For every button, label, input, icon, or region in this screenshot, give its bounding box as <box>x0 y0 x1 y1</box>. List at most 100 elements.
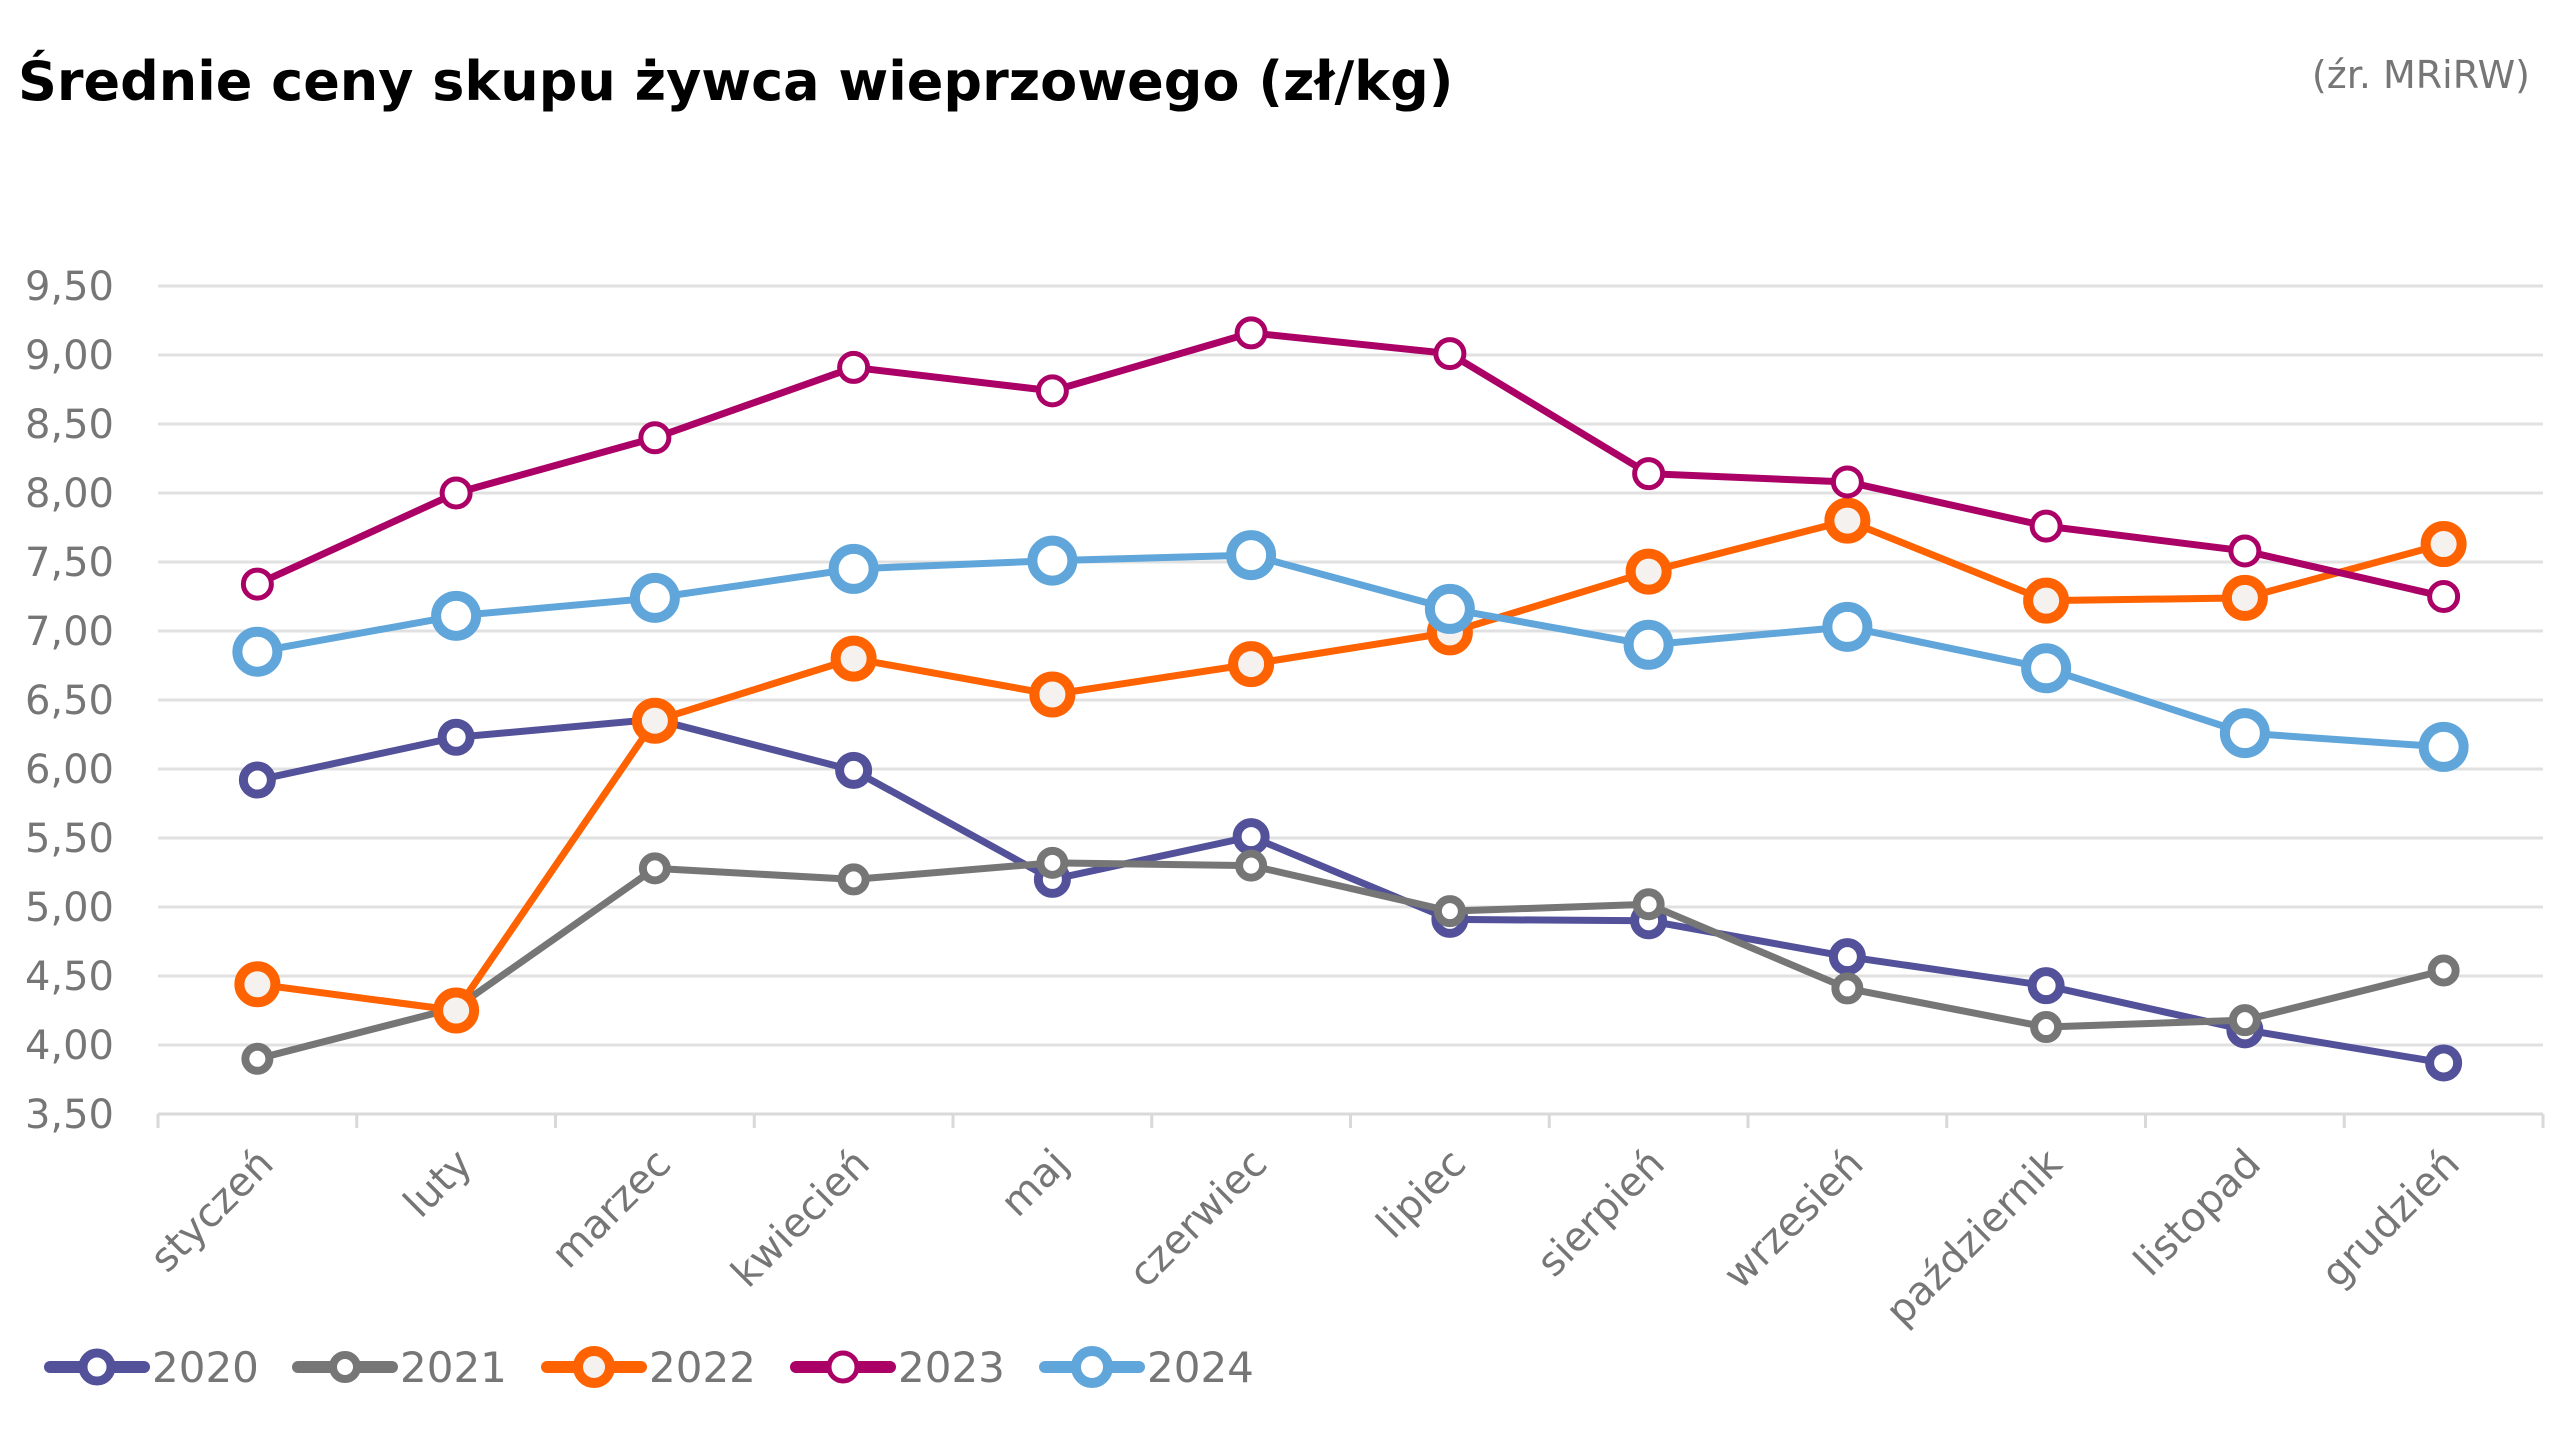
data-point-2021 <box>241 1042 274 1075</box>
series-2021 <box>241 846 2460 1075</box>
data-point-2021 <box>1235 849 1268 882</box>
data-point-2023 <box>2228 534 2262 568</box>
legend-label: 2020 <box>152 1343 259 1392</box>
legend-marker-icon <box>826 1350 860 1384</box>
legend-marker-icon <box>1071 1346 1113 1388</box>
legend-item-2020: 2020 <box>44 1343 259 1392</box>
data-point-2021 <box>1433 895 1466 928</box>
legend-marker-icon <box>329 1351 361 1383</box>
data-point-2023 <box>1830 465 1864 499</box>
data-point-2024 <box>1027 535 1078 586</box>
data-point-2024 <box>232 626 283 677</box>
data-point-2024 <box>2021 643 2072 694</box>
x-axis-tick-labels: styczeń luty marzec kwiecień maj czerwiec lipi… <box>142 1140 2469 1335</box>
data-point-2022 <box>234 961 281 1008</box>
x-tick-label: wrzesień <box>1715 1141 1872 1298</box>
x-tick-label: październik <box>1877 1140 2072 1335</box>
y-tick-label: 5,50 <box>25 816 114 862</box>
data-point-2024 <box>1424 583 1475 634</box>
x-axis <box>156 1112 2545 1128</box>
data-point-2023 <box>1632 457 1666 491</box>
data-point-2024 <box>431 590 482 641</box>
y-tick-label: 4,50 <box>25 954 114 1000</box>
data-point-2021 <box>638 852 671 885</box>
data-point-2023 <box>1433 337 1467 371</box>
data-point-2022 <box>1625 548 1672 595</box>
y-tick-label: 3,50 <box>25 1092 114 1138</box>
y-tick-label: 5,00 <box>25 885 114 931</box>
data-point-2022 <box>2420 521 2467 568</box>
legend: 2020 2021 2022 2023 2024 <box>44 1343 1254 1392</box>
data-point-2021 <box>2228 1004 2261 1037</box>
x-tick-label: luty <box>395 1141 481 1227</box>
y-axis-tick-labels: 9,50 9,00 8,50 8,00 7,50 7,00 6,50 6,00 5,50 5,00… <box>25 264 114 1138</box>
data-point-2024 <box>1822 601 1873 652</box>
y-tick-label: 8,00 <box>25 471 114 517</box>
x-tick-label: listopad <box>2125 1141 2270 1286</box>
data-point-2021 <box>1632 888 1665 921</box>
data-point-2022 <box>631 697 678 744</box>
x-tick-label: marzec <box>543 1141 680 1278</box>
series-line-2024 <box>253 551 2448 751</box>
data-point-2022 <box>2221 574 2268 621</box>
data-point-2024 <box>828 543 879 594</box>
x-tick-label: sierpień <box>1528 1141 1673 1286</box>
legend-marker-icon <box>573 1346 615 1388</box>
legend-label: 2023 <box>898 1343 1005 1392</box>
series-line-2022 <box>253 517 2448 1014</box>
y-tick-label: 4,00 <box>25 1023 114 1069</box>
data-point-2023 <box>439 476 473 510</box>
x-tick-label: styczeń <box>142 1141 283 1282</box>
data-point-2023 <box>1234 316 1268 350</box>
data-point-2022 <box>433 987 480 1034</box>
legend-item-2023: 2023 <box>790 1343 1005 1392</box>
y-tick-label: 9,00 <box>25 333 114 379</box>
data-point-2020 <box>835 751 873 789</box>
legend-item-2022: 2022 <box>541 1343 756 1392</box>
y-tick-label: 7,50 <box>25 540 114 586</box>
series-line-2020 <box>253 715 2448 1067</box>
data-point-2021 <box>2427 954 2460 987</box>
legend-label: 2022 <box>649 1343 756 1392</box>
data-point-2020 <box>2425 1044 2463 1082</box>
data-point-2022 <box>1824 497 1871 544</box>
data-point-2023 <box>2427 580 2461 613</box>
data-point-2021 <box>837 863 870 896</box>
data-point-2020 <box>437 718 475 756</box>
legend-label: 2021 <box>400 1343 507 1392</box>
series-2024 <box>232 530 2469 772</box>
chart-title: Średnie ceny skupu żywca wieprzowego (zł… <box>18 50 1453 113</box>
data-point-2020 <box>2027 967 2065 1005</box>
data-point-2020 <box>1232 818 1270 856</box>
data-point-2022 <box>1029 671 1076 718</box>
data-point-2024 <box>1623 619 1674 670</box>
series-2023 <box>240 316 2461 613</box>
legend-marker-icon <box>78 1348 116 1386</box>
data-point-2023 <box>2029 509 2063 543</box>
data-point-2021 <box>1831 972 1864 1005</box>
legend-label: 2024 <box>1147 1343 1254 1392</box>
data-point-2024 <box>629 572 680 623</box>
x-tick-label: grudzień <box>2313 1141 2469 1297</box>
series-line-2023 <box>253 329 2448 600</box>
x-tick-label: lipiec <box>1368 1141 1475 1248</box>
series-line-2021 <box>253 859 2448 1063</box>
legend-item-2021: 2021 <box>292 1343 507 1392</box>
data-point-2021 <box>2030 1011 2063 1044</box>
y-tick-label: 6,00 <box>25 747 114 793</box>
gridlines <box>158 284 2543 1047</box>
data-point-2024 <box>2418 721 2469 772</box>
x-tick-label: maj <box>992 1141 1077 1226</box>
series-lines <box>232 316 2469 1082</box>
data-point-2023 <box>1035 374 1069 408</box>
y-tick-label: 7,00 <box>25 609 114 655</box>
x-tick-label: czerwiec <box>1120 1141 1276 1297</box>
chart-source: (źr. MRiRW) <box>2312 53 2530 97</box>
data-point-2022 <box>2023 577 2070 624</box>
data-point-2024 <box>2219 708 2270 759</box>
data-point-2024 <box>1226 530 1277 581</box>
data-point-2020 <box>238 761 276 799</box>
data-point-2022 <box>830 635 877 682</box>
data-point-2021 <box>1036 846 1069 879</box>
